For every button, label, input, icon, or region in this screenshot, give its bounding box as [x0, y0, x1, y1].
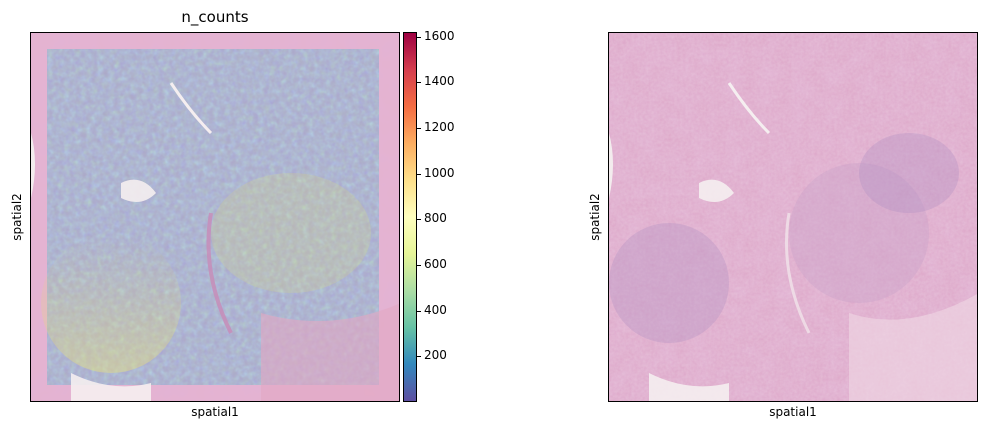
colorbar-tick-label: 200: [424, 348, 447, 363]
colorbar-tick-mark: [417, 219, 421, 221]
colorbar-tick-label: 1400: [424, 74, 455, 89]
left-tissue-image: [31, 33, 399, 401]
left-y-axis-label: spatial2: [10, 193, 24, 241]
colorbar-tick-mark: [417, 356, 421, 358]
left-x-axis-label: spatial1: [191, 405, 239, 419]
left-panel-title: n_counts: [181, 8, 249, 26]
colorbar-tick-mark: [417, 36, 421, 38]
right-tissue-image: [609, 33, 977, 401]
colorbar-tick-label: 1000: [424, 165, 455, 180]
right-y-axis-label: spatial2: [588, 193, 602, 241]
colorbar-tick-mark: [417, 310, 421, 312]
right-x-axis-label: spatial1: [769, 405, 817, 419]
colorbar: [403, 32, 417, 402]
colorbar-tick-label: 400: [424, 302, 447, 317]
right-spatial-plot: [608, 32, 978, 402]
colorbar-tick-mark: [417, 82, 421, 84]
colorbar-tick-mark: [417, 264, 421, 266]
left-spatial-plot: [30, 32, 400, 402]
colorbar-tick-label: 1600: [424, 28, 455, 43]
colorbar-tick-label: 800: [424, 211, 447, 226]
colorbar-tick-mark: [417, 127, 421, 129]
colorbar-tick-label: 600: [424, 256, 447, 271]
colorbar-tick-mark: [417, 173, 421, 175]
colorbar-tick-label: 1200: [424, 119, 455, 134]
